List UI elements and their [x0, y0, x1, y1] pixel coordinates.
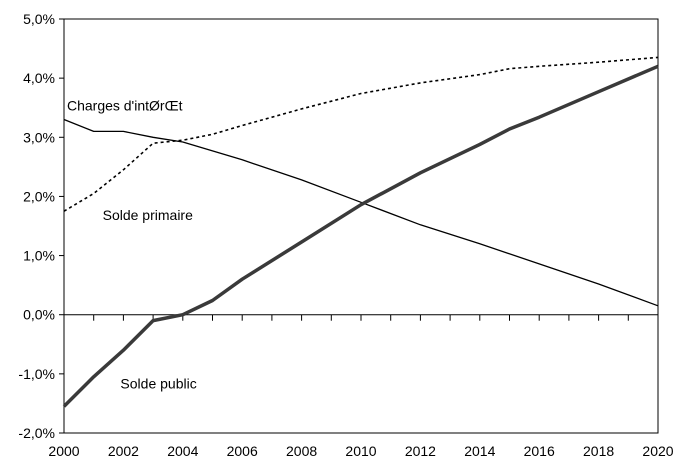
y-tick-label: 5,0% [23, 11, 55, 27]
x-tick-label: 2010 [345, 443, 376, 459]
label-charges-interet: Charges d'intØrŒt [67, 98, 183, 114]
series-line-charges-interet [63, 118, 659, 307]
y-tick-label: -1,0% [18, 366, 55, 382]
y-tick-label: 1,0% [23, 248, 55, 264]
label-solde-primaire: Solde primaire [103, 207, 193, 223]
plot-area [63, 18, 659, 434]
y-tick-label: 3,0% [23, 129, 55, 145]
x-tick-label: 2008 [286, 443, 317, 459]
y-tick-label: 4,0% [23, 70, 55, 86]
series-line-solde-primaire [63, 56, 659, 212]
label-solde-public: Solde public [120, 376, 196, 392]
series-line-solde-public [62, 64, 659, 408]
y-tick-label: 2,0% [23, 188, 55, 204]
plot-border [63, 18, 659, 434]
y-tick-label: 0,0% [23, 307, 55, 323]
series-group [62, 56, 659, 408]
x-tick-label: 2016 [524, 443, 555, 459]
x-tick-label: 2002 [108, 443, 139, 459]
y-tick-label: -2,0% [18, 425, 55, 441]
x-tick-label: 2000 [48, 443, 79, 459]
x-tick-label: 2014 [464, 443, 495, 459]
x-tick-label: 2012 [405, 443, 436, 459]
x-tick-label: 2020 [642, 443, 673, 459]
x-tick-label: 2006 [227, 443, 258, 459]
x-tick-label: 2004 [167, 443, 198, 459]
annotations: Charges d'intØrŒt Solde primaire Solde pub… [67, 98, 197, 392]
x-ticks: 2000 2002 2004 2006 2008 2010 2012 2014 2016 2018… [48, 443, 673, 459]
x-tick-label: 2018 [583, 443, 614, 459]
y-ticks: -2,0% -1,0% 0,0% 1,0% 2,0% 3,0% 4,0% 5,0% [18, 11, 64, 441]
